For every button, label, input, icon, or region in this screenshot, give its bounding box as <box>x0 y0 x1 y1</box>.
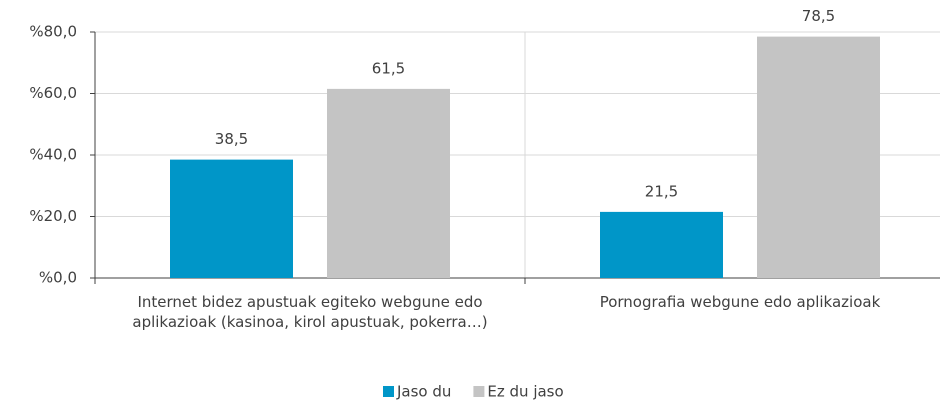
x-tick-label: Pornografia webgune edo aplikazioak <box>599 293 881 311</box>
legend-label: Ez du jaso <box>487 383 563 401</box>
legend-label: Jaso du <box>396 383 451 401</box>
data-label: 61,5 <box>372 59 405 77</box>
y-tick-label: %80,0 <box>29 23 77 41</box>
legend-swatch <box>473 386 485 397</box>
y-tick-label: %0,0 <box>39 269 77 287</box>
data-label: 38,5 <box>215 130 248 148</box>
bar <box>600 211 723 278</box>
data-label: 21,5 <box>645 182 678 200</box>
bar <box>757 36 880 278</box>
y-tick-label: %20,0 <box>29 207 77 225</box>
y-tick-label: %40,0 <box>29 146 77 164</box>
x-tick-label: Internet bidez apustuak egiteko webgune … <box>132 293 488 331</box>
bar <box>327 88 450 278</box>
legend-swatch <box>383 386 394 397</box>
y-tick-label: %60,0 <box>29 84 77 102</box>
bar <box>170 159 293 278</box>
data-label: 78,5 <box>802 7 835 25</box>
